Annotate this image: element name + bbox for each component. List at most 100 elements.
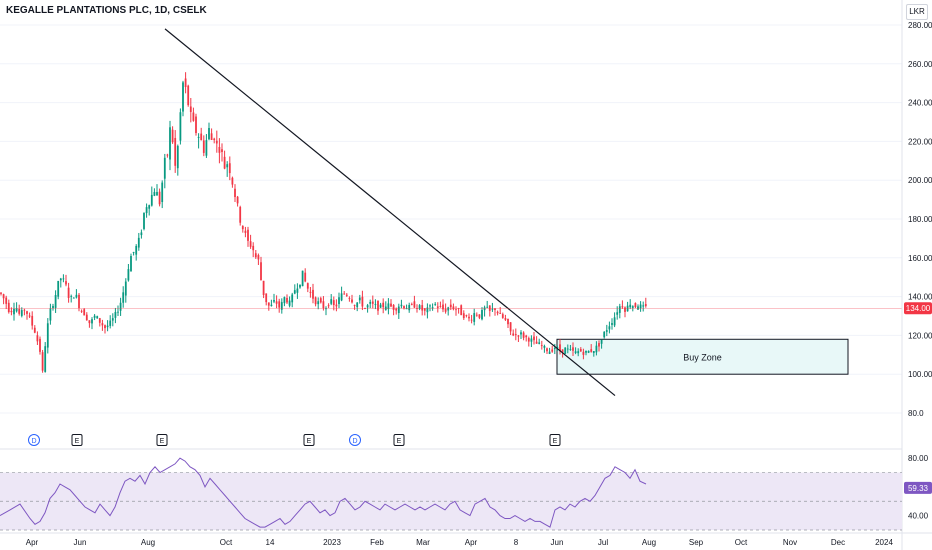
candle-body xyxy=(447,307,450,311)
dividend-marker-label: D xyxy=(352,438,357,445)
candle-body xyxy=(319,298,322,303)
candle-body xyxy=(93,315,96,318)
candle-body xyxy=(153,191,156,196)
candle-body xyxy=(275,301,278,304)
candle-body xyxy=(88,320,91,324)
candle-body xyxy=(169,127,171,160)
x-tick-label: 2024 xyxy=(875,538,893,547)
candle-body xyxy=(249,241,252,247)
candle-body xyxy=(501,314,504,318)
candle-body xyxy=(312,289,314,299)
rsi-tick-label: 80.00 xyxy=(908,454,929,463)
candle-body xyxy=(564,347,567,354)
candle-body xyxy=(140,232,143,236)
price-candles xyxy=(0,72,647,373)
candle-body xyxy=(598,343,600,347)
candle-body xyxy=(366,305,369,308)
candle-body xyxy=(431,307,434,309)
candle-body xyxy=(67,287,70,298)
candle-body xyxy=(299,284,301,288)
candle-body xyxy=(273,300,275,302)
candle-body xyxy=(163,157,166,179)
candle-body xyxy=(338,297,340,305)
candle-body xyxy=(145,207,148,214)
candle-body xyxy=(400,304,403,307)
candle-body xyxy=(218,146,221,153)
candle-body xyxy=(410,304,413,305)
currency-badge[interactable]: LKR xyxy=(906,4,928,20)
earnings-marker-label: E xyxy=(75,438,80,445)
candle-body xyxy=(587,350,590,353)
candle-body xyxy=(184,78,187,88)
candle-body xyxy=(23,309,26,311)
candle-body xyxy=(413,301,416,308)
candle-body xyxy=(442,304,444,310)
candle-body xyxy=(31,315,34,326)
candle-body xyxy=(525,335,528,338)
candle-body xyxy=(585,350,587,353)
candle-body xyxy=(260,262,262,281)
candle-body xyxy=(436,306,439,308)
candle-body xyxy=(296,288,299,293)
candle-body xyxy=(553,347,556,350)
candle-body xyxy=(280,302,283,310)
candle-body xyxy=(0,292,2,294)
candle-body xyxy=(122,292,125,303)
candle-body xyxy=(332,300,335,306)
candle-body xyxy=(161,182,164,203)
price-axis[interactable]: 280.00 260.00 240.00 220.00 200.00 180.00 160.… xyxy=(901,0,932,550)
candle-body xyxy=(462,313,465,319)
candle-body xyxy=(603,331,606,338)
candle-body xyxy=(41,352,44,371)
candle-body xyxy=(101,323,104,326)
dividend-marker xyxy=(349,434,361,446)
candle-body xyxy=(608,326,611,330)
candle-body xyxy=(83,309,86,316)
candle-body xyxy=(405,308,408,310)
candle-body xyxy=(158,191,161,205)
candle-body xyxy=(80,310,83,312)
candle-body xyxy=(65,281,67,285)
candle-body xyxy=(522,332,525,338)
candle-body xyxy=(231,177,234,185)
candle-body xyxy=(574,351,577,353)
candle-body xyxy=(5,297,8,304)
candle-body xyxy=(530,338,533,342)
candle-body xyxy=(512,333,515,336)
candle-body xyxy=(631,306,634,308)
candle-body xyxy=(540,345,543,347)
candle-body xyxy=(135,245,138,255)
candle-body xyxy=(504,318,507,320)
time-axis[interactable]: Apr Jun Aug Oct 14 2023 Feb Mar Apr 8 Jun Jul Aug Sep… xyxy=(0,532,932,547)
candle-body xyxy=(514,334,517,336)
candle-body xyxy=(356,302,359,308)
x-tick-label: Jul xyxy=(598,538,608,547)
candle-body xyxy=(226,164,229,168)
candle-body xyxy=(566,348,569,350)
candle-body xyxy=(639,304,642,309)
candle-body xyxy=(270,304,273,307)
x-tick-label: Nov xyxy=(783,538,797,547)
candle-body xyxy=(254,253,257,258)
buy-zone-box[interactable]: Buy Zone xyxy=(556,338,849,375)
trend-line[interactable] xyxy=(164,28,616,397)
earnings-marker xyxy=(549,434,561,446)
candle-body xyxy=(403,306,405,309)
candle-body xyxy=(460,305,463,316)
candle-body xyxy=(327,305,330,307)
candle-body xyxy=(288,300,291,306)
candle-body xyxy=(72,297,75,299)
candle-body xyxy=(600,339,603,344)
x-tick-label: Sep xyxy=(689,538,704,547)
candle-body xyxy=(49,308,52,321)
candle-body xyxy=(392,304,395,310)
candle-body xyxy=(361,296,364,307)
y-tick-label: 280.00 xyxy=(908,21,932,30)
candle-body xyxy=(335,304,338,307)
x-tick-label: Dec xyxy=(831,538,845,547)
candle-body xyxy=(449,304,452,308)
candle-body xyxy=(624,307,626,312)
candle-body xyxy=(197,136,200,138)
last-price-line: 134.00 xyxy=(0,302,932,315)
candle-body xyxy=(202,140,205,153)
